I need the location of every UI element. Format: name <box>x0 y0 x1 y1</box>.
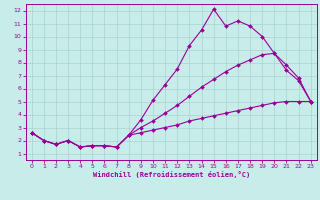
X-axis label: Windchill (Refroidissement éolien,°C): Windchill (Refroidissement éolien,°C) <box>92 171 250 178</box>
